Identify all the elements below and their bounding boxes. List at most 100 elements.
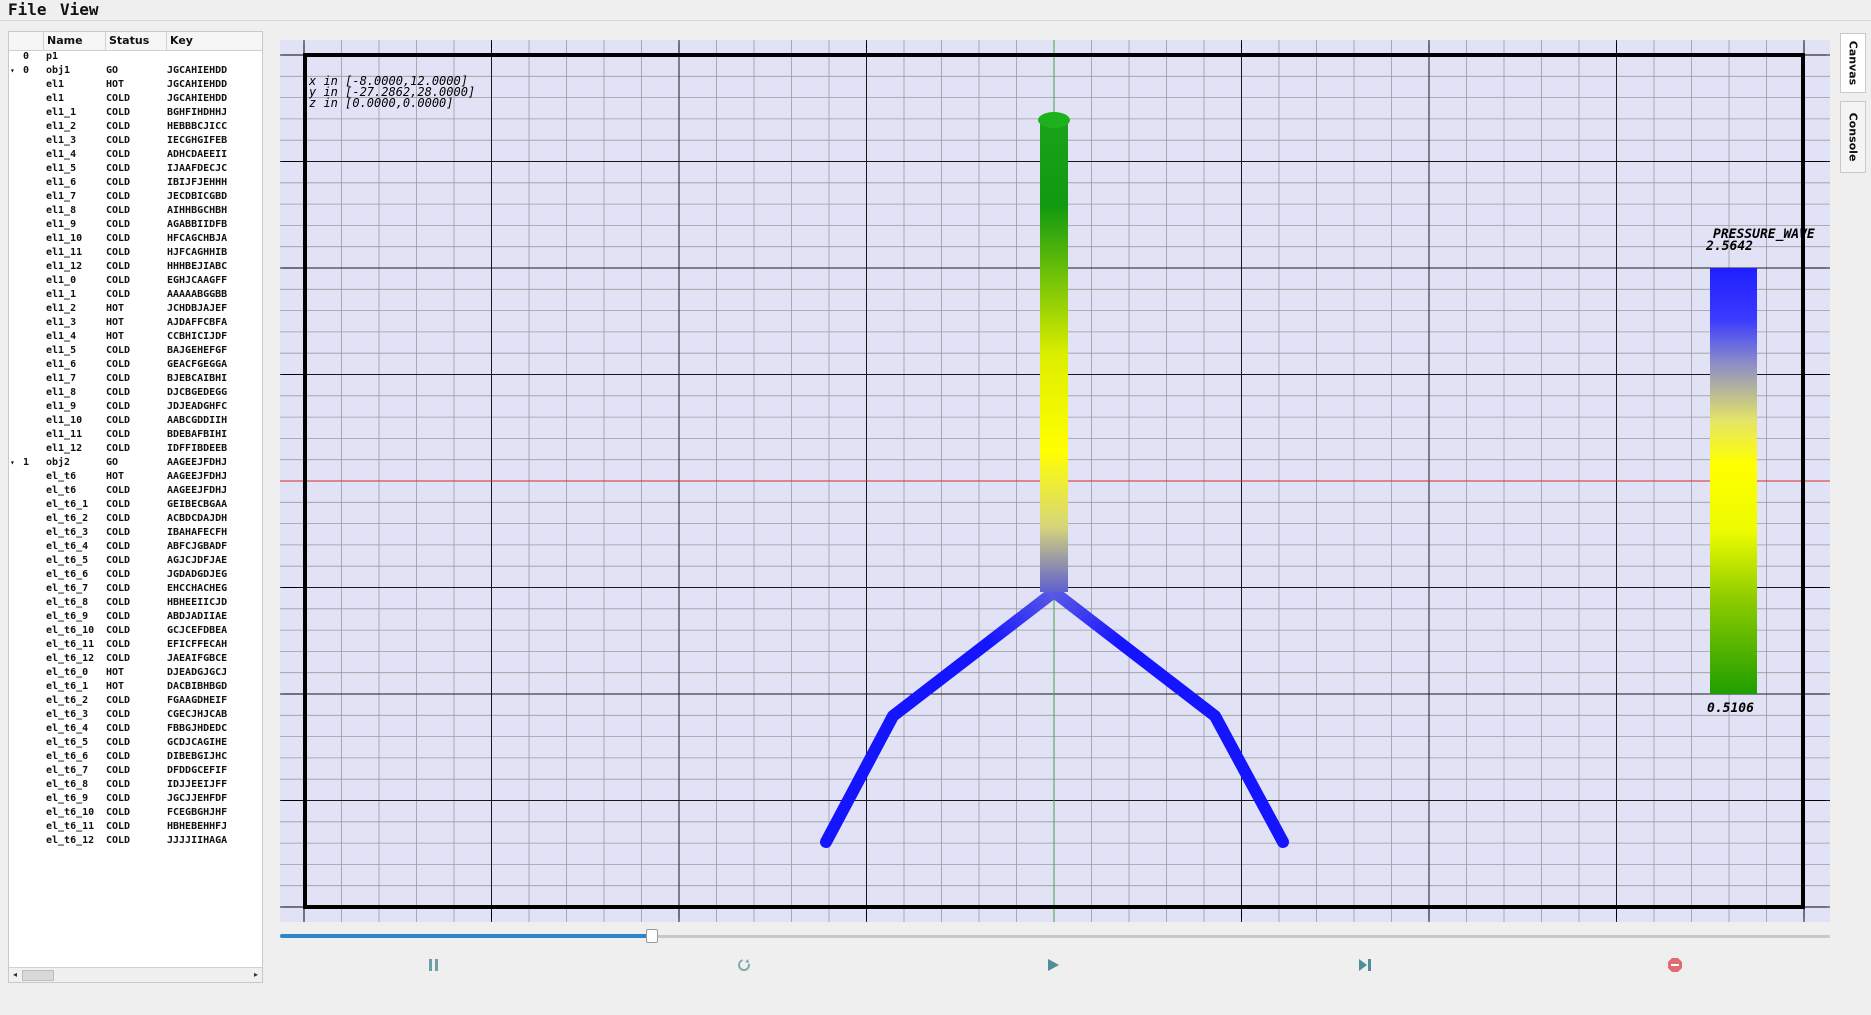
row-key: AIHHBGCHBH bbox=[167, 205, 228, 216]
menu-separator bbox=[0, 20, 1871, 21]
tree-row[interactable]: el_t6_3 COLD IBAHAFECFH bbox=[9, 526, 262, 540]
tab-console[interactable]: Console bbox=[1840, 101, 1866, 173]
tree-row[interactable]: el_t6_10 COLD FCEGBGHJHF bbox=[9, 806, 262, 820]
tree-row[interactable]: el_t6_11 COLD HBHEBEHHFJ bbox=[9, 820, 262, 834]
object-tree[interactable]: Name Status Key 0 p1 ▾ 0 obj1 GO JGCAHIEHDD el1… bbox=[8, 31, 263, 983]
row-name: el1_10 bbox=[46, 233, 83, 244]
timeline-track[interactable] bbox=[280, 935, 1830, 938]
tree-row[interactable]: el1_5 COLD IJAAFDECJC bbox=[9, 162, 262, 176]
col-header-id[interactable] bbox=[9, 32, 44, 50]
tree-row[interactable]: ▾ 0 obj1 GO JGCAHIEHDD bbox=[9, 64, 262, 78]
step-forward-icon bbox=[1359, 959, 1371, 971]
tree-row[interactable]: el1_12 COLD IDFFIBDEEB bbox=[9, 442, 262, 456]
col-header-name[interactable]: Name bbox=[44, 32, 106, 50]
tree-row[interactable]: el_t6_1 COLD GEIBECBGAA bbox=[9, 498, 262, 512]
menu-view[interactable]: View bbox=[60, 0, 99, 19]
row-key: AGABBIIDFB bbox=[167, 219, 228, 230]
stop-button[interactable] bbox=[1662, 952, 1688, 978]
tree-row[interactable]: el1_2 HOT JCHDBJAJEF bbox=[9, 302, 262, 316]
tree-row[interactable]: el1 COLD JGCAHIEHDD bbox=[9, 92, 262, 106]
tab-canvas[interactable]: Canvas bbox=[1840, 33, 1866, 93]
tree-row[interactable]: el_t6_9 COLD JGCJJEHFDF bbox=[9, 792, 262, 806]
tree-row[interactable]: el1_1 COLD AAAAABGGBB bbox=[9, 288, 262, 302]
tree-row[interactable]: el_t6_7 COLD EHCCHACHEG bbox=[9, 582, 262, 596]
tree-row[interactable]: el1_4 HOT CCBHICIJDF bbox=[9, 330, 262, 344]
tree-row[interactable]: el_t6_11 COLD EFICFFECAH bbox=[9, 638, 262, 652]
row-name: el1_2 bbox=[46, 303, 77, 314]
tree-row[interactable]: el_t6_1 HOT DACBIBHBGD bbox=[9, 680, 262, 694]
tree-row[interactable]: el_t6_3 COLD CGECJHJCAB bbox=[9, 708, 262, 722]
tree-row[interactable]: el_t6_12 COLD JJJJIIHAGA bbox=[9, 834, 262, 848]
row-key: BGHFIHDHHJ bbox=[167, 107, 228, 118]
tree-row[interactable]: el_t6_6 COLD JGDADGDJEG bbox=[9, 568, 262, 582]
tree-row[interactable]: el1_6 COLD GEACFGEGGA bbox=[9, 358, 262, 372]
tree-horizontal-scrollbar[interactable]: ◂ ▸ bbox=[9, 967, 262, 982]
tree-row[interactable]: el_t6_6 COLD DIBEBGIJHC bbox=[9, 750, 262, 764]
tree-row[interactable]: el1_9 COLD AGABBIIDFB bbox=[9, 218, 262, 232]
tree-row[interactable]: el1_12 COLD HHHBEJIABC bbox=[9, 260, 262, 274]
scroll-thumb[interactable] bbox=[22, 970, 54, 981]
tree-row[interactable]: el_t6_0 HOT DJEADGJGCJ bbox=[9, 666, 262, 680]
row-status: COLD bbox=[106, 219, 131, 230]
menu-file[interactable]: File bbox=[8, 0, 47, 19]
col-header-key[interactable]: Key bbox=[170, 34, 193, 47]
tree-row[interactable]: el1_5 COLD BAJGEHEFGF bbox=[9, 344, 262, 358]
tree-row[interactable]: el1_7 COLD BJEBCAIBHI bbox=[9, 372, 262, 386]
plot-canvas[interactable]: PRESSURE_WAVE 2.5642 0.5106 bbox=[280, 40, 1830, 922]
tree-row[interactable]: el_t6_7 COLD DFDDGCEFIF bbox=[9, 764, 262, 778]
tree-row[interactable]: el1_10 COLD AABCGDDIIH bbox=[9, 414, 262, 428]
tree-row[interactable]: ▾ 1 obj2 GO AAGEEJFDHJ bbox=[9, 456, 262, 470]
tab-console-label: Console bbox=[1846, 112, 1860, 162]
menu-bar: File View bbox=[0, 0, 1871, 20]
tree-row[interactable]: el_t6_4 COLD FBBGJHDEDC bbox=[9, 722, 262, 736]
tree-row[interactable]: el1_1 COLD BGHFIHDHHJ bbox=[9, 106, 262, 120]
expand-arrow-icon[interactable]: ▾ bbox=[10, 458, 15, 467]
tree-row[interactable]: el1 HOT JGCAHIEHDD bbox=[9, 78, 262, 92]
row-status: COLD bbox=[106, 527, 131, 538]
tree-row[interactable]: el1_10 COLD HFCAGCHBJA bbox=[9, 232, 262, 246]
row-key: BDEBAFBIHI bbox=[167, 429, 228, 440]
row-status: COLD bbox=[106, 429, 131, 440]
row-key: AAGEEJFDHJ bbox=[167, 471, 228, 482]
tree-row[interactable]: el_t6_12 COLD JAEAIFGBCE bbox=[9, 652, 262, 666]
tree-row[interactable]: el1_6 COLD IBIJFJEHHH bbox=[9, 176, 262, 190]
row-key: IECGHGIFEB bbox=[167, 135, 228, 146]
tree-row[interactable]: el_t6_2 COLD FGAAGDHEIF bbox=[9, 694, 262, 708]
tree-row[interactable]: el_t6_8 COLD HBHEEIICJD bbox=[9, 596, 262, 610]
tree-row[interactable]: el1_2 COLD HEBBBCJICC bbox=[9, 120, 262, 134]
scroll-right-icon[interactable]: ▸ bbox=[253, 970, 258, 979]
timeline-handle[interactable] bbox=[646, 929, 658, 943]
tree-row[interactable]: el_t6_9 COLD ABDJADIIAE bbox=[9, 610, 262, 624]
tree-row[interactable]: el_t6_5 COLD GCDJCAGIHE bbox=[9, 736, 262, 750]
tree-row[interactable]: el_t6_4 COLD ABFCJGBADF bbox=[9, 540, 262, 554]
tree-row[interactable]: el1_11 COLD HJFCAGHHIB bbox=[9, 246, 262, 260]
row-name: el_t6_10 bbox=[46, 625, 95, 636]
tree-row[interactable]: el_t6 HOT AAGEEJFDHJ bbox=[9, 470, 262, 484]
tree-row[interactable]: el1_11 COLD BDEBAFBIHI bbox=[9, 428, 262, 442]
row-name: el1_5 bbox=[46, 163, 77, 174]
step-forward-button[interactable] bbox=[1352, 952, 1378, 978]
row-status: COLD bbox=[106, 415, 131, 426]
pause-button[interactable] bbox=[421, 952, 447, 978]
tree-row[interactable]: 0 p1 bbox=[9, 50, 262, 64]
tree-row[interactable]: el1_7 COLD JECDBICGBD bbox=[9, 190, 262, 204]
tree-row[interactable]: el1_8 COLD AIHHBGCHBH bbox=[9, 204, 262, 218]
tree-row[interactable]: el_t6 COLD AAGEEJFDHJ bbox=[9, 484, 262, 498]
tree-row[interactable]: el1_8 COLD DJCBGEDEGG bbox=[9, 386, 262, 400]
tree-row[interactable]: el1_3 COLD IECGHGIFEB bbox=[9, 134, 262, 148]
row-key: FCEGBGHJHF bbox=[167, 807, 228, 818]
tree-row[interactable]: el_t6_5 COLD AGJCJDFJAE bbox=[9, 554, 262, 568]
row-key: HEBBBCJICC bbox=[167, 121, 228, 132]
tree-row[interactable]: el1_3 HOT AJDAFFCBFA bbox=[9, 316, 262, 330]
tree-row[interactable]: el_t6_8 COLD IDJJEEIJFF bbox=[9, 778, 262, 792]
col-header-status[interactable]: Status bbox=[106, 32, 167, 50]
tree-row[interactable]: el1_0 COLD EGHJCAAGFF bbox=[9, 274, 262, 288]
expand-arrow-icon[interactable]: ▾ bbox=[10, 66, 15, 75]
tree-row[interactable]: el1_4 COLD ADHCDAEEII bbox=[9, 148, 262, 162]
reset-button[interactable] bbox=[731, 952, 757, 978]
play-button[interactable] bbox=[1040, 952, 1066, 978]
tree-row[interactable]: el_t6_10 COLD GCJCEFDBEA bbox=[9, 624, 262, 638]
tree-row[interactable]: el_t6_2 COLD ACBDCDAJDH bbox=[9, 512, 262, 526]
tree-row[interactable]: el1_9 COLD JDJEADGHFC bbox=[9, 400, 262, 414]
scroll-left-icon[interactable]: ◂ bbox=[12, 970, 17, 979]
